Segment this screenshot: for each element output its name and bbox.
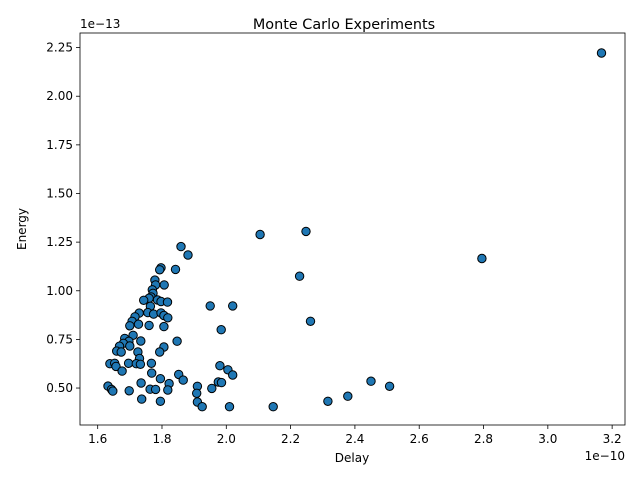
data-point	[159, 280, 169, 290]
data-point	[136, 378, 146, 388]
data-point	[207, 383, 217, 394]
y-tick-label: 2.25	[46, 41, 73, 55]
data-point	[216, 377, 227, 388]
data-point	[305, 316, 316, 326]
data-point	[192, 388, 202, 398]
x-tick-label: 2.2	[281, 432, 300, 446]
data-point	[155, 265, 165, 275]
data-point	[117, 366, 127, 376]
data-point	[124, 386, 134, 396]
chart-title: Monte Carlo Experiments	[253, 17, 435, 33]
data-point	[343, 391, 353, 401]
y-axis-offset: 1e−13	[80, 17, 120, 31]
data-point	[116, 347, 126, 357]
data-point	[155, 396, 166, 406]
data-point	[135, 359, 146, 369]
data-point	[205, 301, 215, 311]
y-axis-ticks: 0.50 0.75 1.00 1.25 1.50 1.75 2.00 2.25	[46, 41, 80, 395]
data-point	[137, 394, 147, 404]
x-tick-label: 3.0	[538, 432, 557, 446]
data-point	[384, 381, 395, 391]
data-point	[216, 325, 226, 335]
data-point	[301, 226, 311, 237]
data-point	[147, 368, 157, 378]
x-axis-offset: 1e−10	[585, 449, 625, 463]
data-point	[215, 361, 225, 371]
x-tick-label: 2.6	[410, 432, 429, 446]
y-tick-label: 1.50	[46, 186, 73, 200]
data-point	[224, 402, 235, 412]
data-point	[366, 376, 376, 386]
data-point	[146, 358, 157, 368]
data-point	[228, 301, 238, 311]
data-point	[125, 341, 135, 351]
data-point	[163, 313, 173, 323]
x-tick-label: 2.4	[345, 432, 364, 446]
data-point	[170, 264, 181, 275]
y-tick-label: 1.75	[46, 138, 73, 152]
data-point	[111, 361, 121, 372]
data-point	[139, 295, 149, 305]
data-point	[136, 336, 146, 346]
data-point	[125, 321, 135, 331]
data-point	[155, 347, 165, 357]
x-tick-label: 2.0	[217, 432, 236, 446]
y-tick-label: 0.50	[46, 381, 73, 395]
x-tick-label: 1.6	[88, 432, 107, 446]
data-point	[183, 250, 193, 260]
data-point	[163, 385, 173, 395]
data-point	[150, 384, 161, 395]
data-point	[228, 370, 238, 380]
plot-frame	[79, 32, 626, 426]
x-tick-label: 2.8	[474, 432, 493, 446]
points-layer	[103, 48, 607, 412]
data-point	[178, 375, 188, 385]
data-point	[159, 321, 169, 332]
data-point	[197, 402, 207, 412]
data-point	[123, 358, 134, 368]
x-tick-label: 1.8	[152, 432, 171, 446]
y-tick-label: 1.25	[46, 235, 73, 249]
y-axis-title: Energy	[15, 208, 29, 250]
data-point	[255, 229, 265, 240]
data-point	[155, 374, 166, 384]
data-point	[323, 396, 333, 406]
data-point	[596, 48, 607, 58]
data-point	[477, 253, 487, 264]
data-point	[162, 297, 173, 307]
x-tick-label: 3.2	[603, 432, 622, 446]
y-tick-label: 2.00	[46, 89, 73, 103]
data-point	[294, 271, 305, 281]
data-point	[108, 386, 118, 396]
y-tick-label: 0.75	[46, 332, 73, 346]
y-tick-label: 1.00	[46, 284, 73, 298]
data-point	[176, 241, 186, 252]
data-point	[144, 320, 154, 331]
data-point	[268, 402, 278, 412]
data-point	[133, 319, 144, 329]
data-point	[172, 336, 182, 346]
x-axis-title: Delay	[335, 451, 369, 465]
x-axis-ticks: 1.6 1.8 2.0 2.2 2.4 2.6 2.8 3.0 3.2	[88, 425, 622, 446]
